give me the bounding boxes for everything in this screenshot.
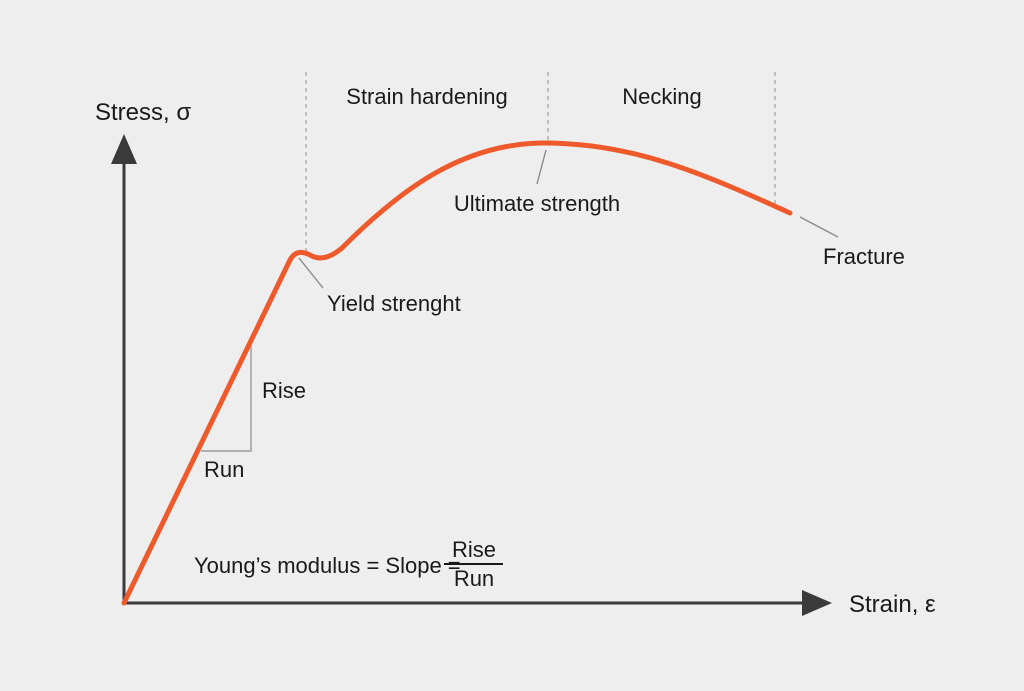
- slope-triangle: [201, 343, 252, 452]
- fracture-label: Fracture: [823, 244, 905, 269]
- strain-hardening-label: Strain hardening: [346, 84, 507, 109]
- necking-label: Necking: [622, 84, 701, 109]
- formula-numerator: Rise: [452, 537, 496, 562]
- rise-label: Rise: [262, 378, 306, 403]
- stress-strain-curve: [121, 140, 793, 606]
- ultimate-strength-label: Ultimate strength: [454, 191, 620, 216]
- yield-strength-label: Yield strenght: [327, 291, 461, 316]
- y-axis-label: Stress, σ: [95, 99, 191, 126]
- formula-lhs: Young’s modulus = Slope =: [194, 553, 461, 578]
- x-axis-arrow-icon: [802, 590, 832, 616]
- yield-leader-line: [298, 257, 324, 289]
- y-axis-arrow-icon: [111, 134, 137, 164]
- formula-denominator: Run: [454, 566, 494, 591]
- fracture-leader-line: [799, 216, 839, 238]
- run-label: Run: [204, 457, 244, 482]
- x-axis-label: Strain, ε: [849, 591, 936, 618]
- ultimate-leader-line: [536, 149, 547, 185]
